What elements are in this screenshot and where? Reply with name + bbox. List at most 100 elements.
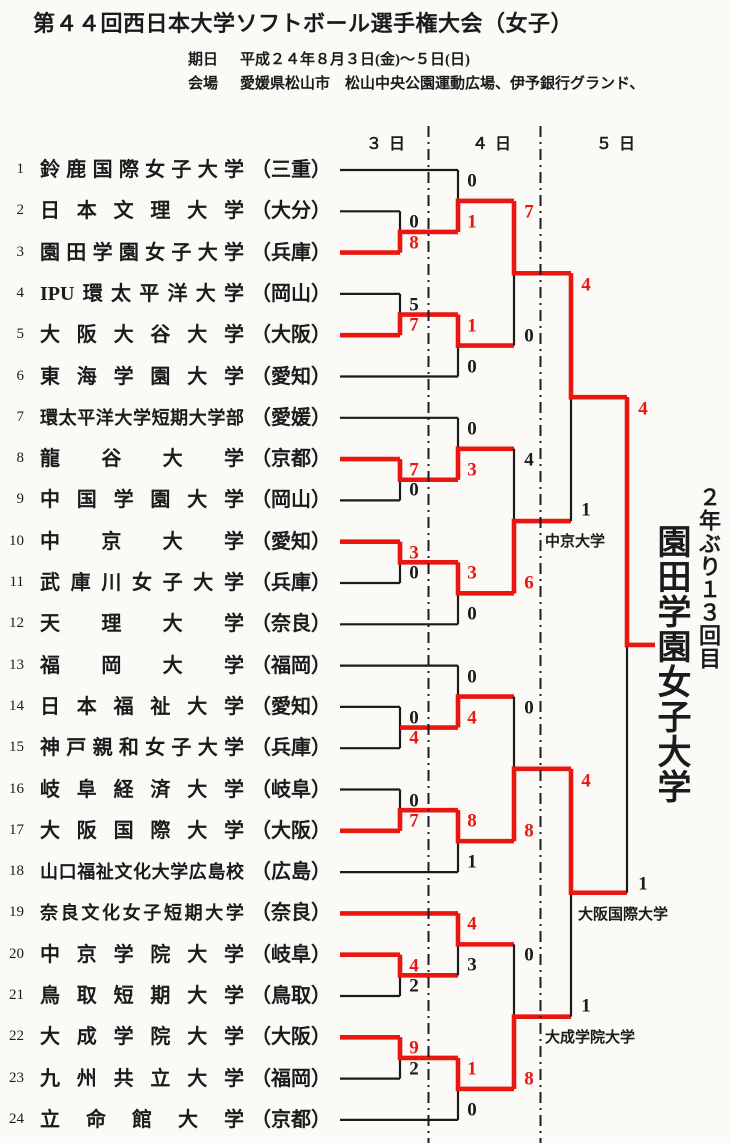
day-header-4: ４日 xyxy=(472,136,519,153)
team-name: 鳥取短期大学 xyxy=(40,985,244,1007)
team-name: IPU 環太平洋大学 xyxy=(40,282,244,305)
team-row: 6 東海学園大学 （愛知） xyxy=(0,363,340,391)
team-row: 10 中京大学 （愛知） xyxy=(0,528,340,556)
team-row: 24 立命館大学 （京都） xyxy=(0,1106,340,1134)
team-row: 13 福岡大学 （福岡） xyxy=(0,652,340,680)
team-name: 九州共立大学 xyxy=(40,1067,244,1090)
team-prefecture: （三重） xyxy=(251,159,331,181)
winner-path-line xyxy=(455,198,514,232)
match-score: 3 xyxy=(467,562,477,584)
day-header-5: ５日 xyxy=(596,136,643,153)
team-name: 中京学院大学 xyxy=(40,943,244,966)
advancing-team-label: 中京大学 xyxy=(545,534,606,551)
match-score: 7 xyxy=(409,810,419,832)
team-name: 龍谷大学 xyxy=(40,448,244,471)
match-score: 0 xyxy=(467,170,477,192)
team-prefecture: （岡山） xyxy=(251,489,331,512)
team-row: 11 武庫川女子大学 （兵庫） xyxy=(0,569,340,597)
team-name: 園田学園女子大学 xyxy=(40,241,244,264)
match-score: 0 xyxy=(467,418,477,440)
team-name: 奈良文化女子短期大学 xyxy=(40,903,244,924)
team-row: 12 天理大学 （奈良） xyxy=(0,610,340,638)
date-label: 期日 xyxy=(188,52,219,68)
team-prefecture: （広島） xyxy=(251,861,331,884)
team-seed: 6 xyxy=(16,367,25,384)
winner-path-line xyxy=(397,807,458,831)
team-name: 中国学園大学 xyxy=(40,489,244,512)
team-row: 8 龍谷大学 （京都） xyxy=(0,445,340,473)
team-seed: 11 xyxy=(9,574,24,590)
match-score: 4 xyxy=(638,398,648,420)
team-seed: 16 xyxy=(9,780,24,797)
match-score: 0 xyxy=(524,697,534,719)
match-score: 7 xyxy=(524,201,534,223)
team-seed: 1 xyxy=(16,161,25,177)
team-name: 武庫川女子大学 xyxy=(40,572,244,594)
team-seed: 20 xyxy=(9,945,24,962)
team-row: 22 大成学院大学 （大阪） xyxy=(0,1023,340,1051)
match-score: 1 xyxy=(467,1058,477,1080)
team-prefecture: （大阪） xyxy=(251,819,331,842)
winner-path-line xyxy=(397,541,458,565)
team-seed: 17 xyxy=(9,821,24,838)
winner-path-line xyxy=(568,273,627,400)
event-info: 期日 平成２４年８月３日(金)～５日(日) 会場 愛媛県松山市 松山中央公園運動… xyxy=(188,48,644,96)
winner-path-line xyxy=(455,562,514,596)
match-score: 8 xyxy=(524,1068,534,1090)
match-score: 2 xyxy=(409,975,419,997)
team-name: 鈴鹿国際女子大学 xyxy=(40,159,244,181)
match-score: 3 xyxy=(467,459,477,481)
team-row: 20 中京学院大学 （岐阜） xyxy=(0,941,340,969)
winner-path-line xyxy=(568,768,627,896)
team-name: 環太平洋大学短期大学部 xyxy=(40,407,244,428)
winner-path-line xyxy=(455,314,514,348)
team-seed: 21 xyxy=(9,987,24,1003)
match-score: 7 xyxy=(409,314,419,336)
team-name: 岐阜経済大学 xyxy=(40,778,244,801)
match-score: 8 xyxy=(467,810,477,832)
team-name: 日本福祉大学 xyxy=(40,695,244,718)
team-seed: 24 xyxy=(9,1110,24,1127)
winner-path-line xyxy=(455,810,514,844)
team-prefecture: （大分） xyxy=(251,200,331,223)
team-seed: 4 xyxy=(16,284,25,301)
team-row: 14 日本福祉大学 （愛知） xyxy=(0,693,340,721)
winner-path-line xyxy=(624,397,655,648)
team-prefecture: （福岡） xyxy=(251,654,331,677)
team-prefecture: （大阪） xyxy=(251,324,331,347)
team-prefecture: （岡山） xyxy=(251,282,331,305)
champion-name: 園田学園女子大学 xyxy=(652,524,689,804)
match-score: 1 xyxy=(467,211,477,233)
date-value: 平成２４年８月３日(金)～５日(日) xyxy=(240,52,470,68)
winner-path-line xyxy=(397,459,458,483)
winner-path-line xyxy=(455,694,514,728)
match-score: 0 xyxy=(467,1099,477,1121)
match-score: 0 xyxy=(467,356,477,377)
team-name: 東海学園大学 xyxy=(40,365,244,388)
match-score: 5 xyxy=(409,294,419,316)
team-row: 4 IPU 環太平洋大学 （岡山） xyxy=(0,280,340,308)
team-name: 日本文理大学 xyxy=(40,200,244,223)
winner-path-line xyxy=(397,229,458,253)
advancing-team-label: 大阪国際大学 xyxy=(578,906,669,923)
match-score: 4 xyxy=(581,770,591,792)
team-seed: 12 xyxy=(9,615,24,632)
team-row: 16 岐阜経済大学 （岐阜） xyxy=(0,776,340,804)
winner-path-line xyxy=(455,913,514,947)
match-score: 9 xyxy=(409,1037,419,1059)
team-name: 福岡大学 xyxy=(40,654,244,677)
team-seed: 7 xyxy=(16,408,25,425)
page-title: 第４４回西日本大学ソフトボール選手権大会（女子） xyxy=(33,11,574,36)
team-seed: 9 xyxy=(16,491,25,508)
match-score: 4 xyxy=(524,449,534,471)
match-score: 8 xyxy=(409,232,419,254)
team-prefecture: （愛知） xyxy=(251,365,331,388)
team-name: 大成学院大学 xyxy=(40,1026,244,1049)
team-prefecture: （奈良） xyxy=(251,613,331,636)
team-name: 立命館大学 xyxy=(40,1108,244,1131)
winner-path-line xyxy=(511,766,571,842)
winner-path-line xyxy=(397,312,458,336)
match-score: 0 xyxy=(467,603,477,625)
match-score: 8 xyxy=(524,820,534,842)
team-prefecture: （鳥取） xyxy=(251,985,331,1007)
